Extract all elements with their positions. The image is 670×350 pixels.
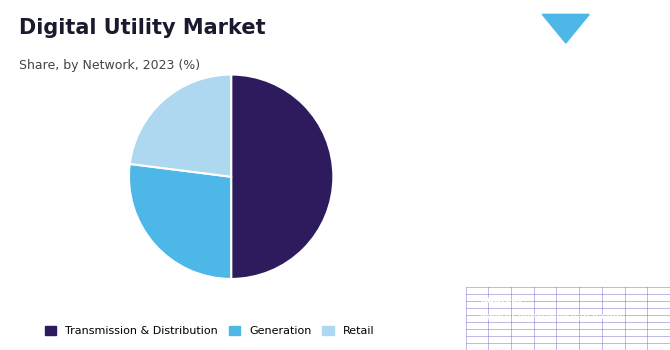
Text: $200.3B: $200.3B [500, 106, 635, 134]
Text: Digital Utility Market: Digital Utility Market [19, 18, 265, 37]
Legend: Transmission & Distribution, Generation, Retail: Transmission & Distribution, Generation,… [41, 322, 379, 341]
Wedge shape [130, 75, 231, 177]
Wedge shape [231, 75, 334, 279]
Text: Global Market Size,
2023: Global Market Size, 2023 [511, 163, 625, 195]
Bar [606, 14, 656, 52]
Wedge shape [129, 164, 231, 279]
Text: www.grandviewresearch.com: www.grandviewresearch.com [480, 312, 623, 322]
Text: Source:: Source: [480, 295, 522, 304]
Text: Share, by Network, 2023 (%): Share, by Network, 2023 (%) [19, 60, 200, 72]
Bar [541, 14, 590, 52]
Bar [476, 14, 525, 52]
Text: GRAND VIEW RESEARCH: GRAND VIEW RESEARCH [516, 60, 620, 69]
Polygon shape [542, 14, 590, 43]
